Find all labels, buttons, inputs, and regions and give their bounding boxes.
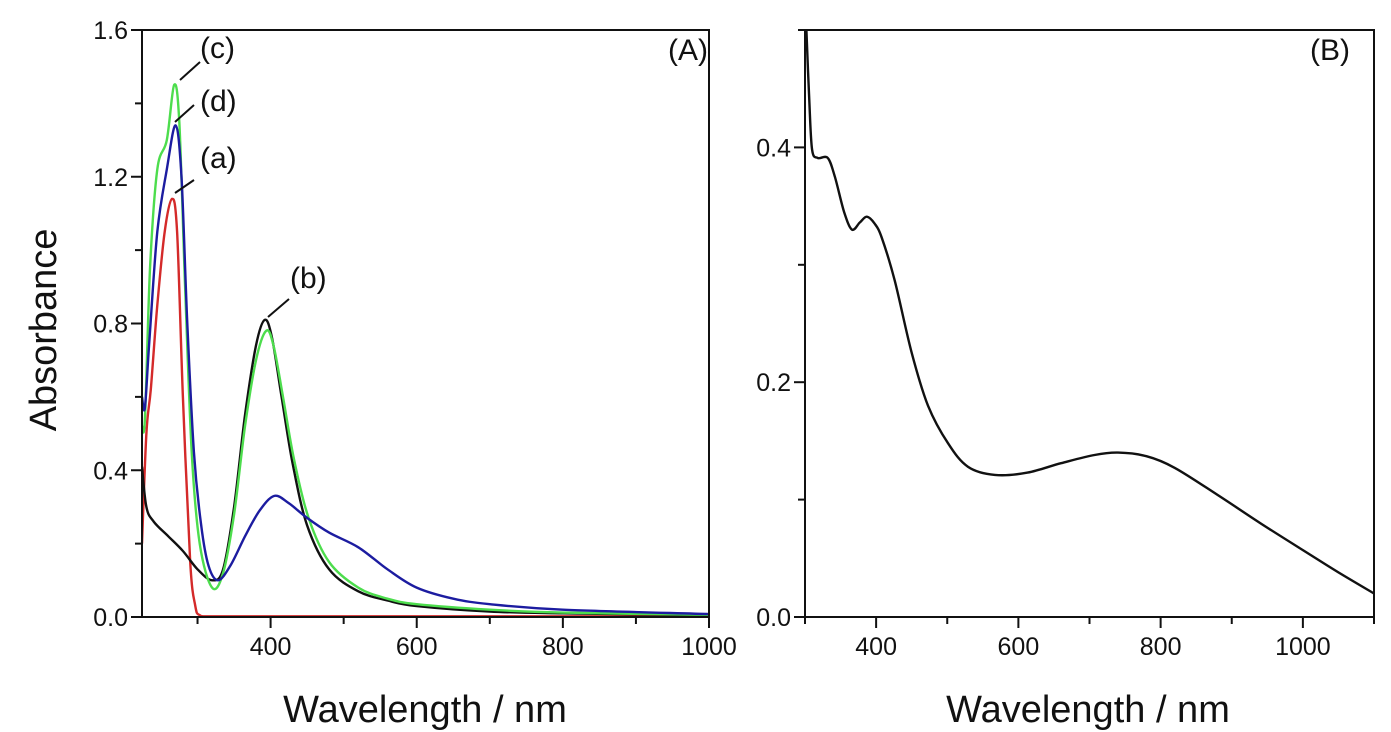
leader-a xyxy=(174,179,195,194)
x-tick-label: 600 xyxy=(396,633,438,661)
plot-frame xyxy=(141,29,710,618)
y-tick-label: 1.6 xyxy=(93,17,128,45)
series-line-b xyxy=(142,318,709,617)
panel-a: 400 600 800 1000 0.0 0.4 0.8 1.2 1.6 xyxy=(93,17,737,661)
series-line-d xyxy=(142,124,709,616)
panel-a-xlabel: Wavelength / nm xyxy=(283,689,567,731)
panel-b-xlabel: Wavelength / nm xyxy=(946,689,1230,731)
annotation-b: (b) xyxy=(290,262,327,295)
series-line-0 xyxy=(805,30,1374,595)
series-line-c xyxy=(142,83,709,616)
y-tick-label: 0.4 xyxy=(756,134,791,162)
y-tick-label: 0.4 xyxy=(93,457,128,485)
x-tick-label: 400 xyxy=(855,633,897,661)
x-tick-label: 1000 xyxy=(681,633,737,661)
leader-c xyxy=(179,61,201,81)
y-tick-label: 0.0 xyxy=(93,604,128,632)
annotation-a: (a) xyxy=(200,142,237,175)
x-tick-label: 400 xyxy=(250,633,292,661)
x-tick-label: 800 xyxy=(1140,633,1182,661)
x-tick-label: 1000 xyxy=(1275,633,1331,661)
panel-b: 400 600 800 1000 0.0 0.2 0.4 xyxy=(756,29,1375,661)
leader-b xyxy=(267,298,290,318)
plot-frame xyxy=(804,29,1375,618)
panel-a-label: (A) xyxy=(668,34,708,67)
y-tick-label: 1.2 xyxy=(93,164,128,192)
y-tick-label: 0.8 xyxy=(93,311,128,339)
annotation-c: (c) xyxy=(200,32,235,65)
y-tick-label: 0.0 xyxy=(756,604,791,632)
panel-a-ylabel: Absorbance xyxy=(23,229,65,432)
x-tick-label: 600 xyxy=(998,633,1040,661)
y-tick-label: 0.2 xyxy=(756,369,791,397)
annotation-d: (d) xyxy=(200,85,237,118)
leader-d xyxy=(174,104,195,123)
panel-b-label: (B) xyxy=(1310,34,1350,67)
x-tick-label: 800 xyxy=(542,633,584,661)
